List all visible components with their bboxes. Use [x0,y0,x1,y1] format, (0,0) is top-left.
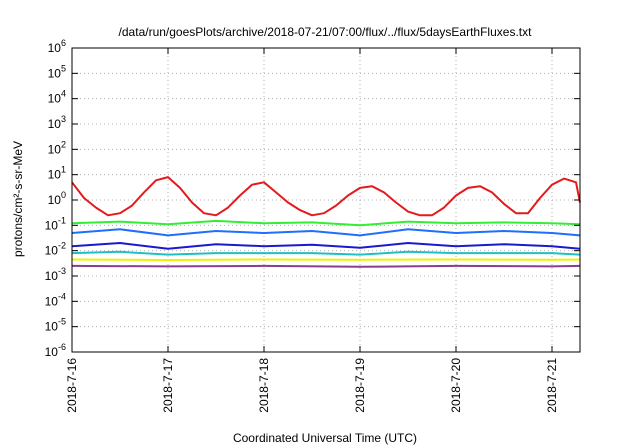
y-tick-label: 10-1 [45,215,66,232]
y-tick-label: 105 [48,63,66,80]
x-tick-label: 2018-7-17 [161,358,175,413]
plot-frame [71,47,581,353]
y-tick-label: 106 [48,38,66,55]
x-tick-label: 2018-7-18 [257,358,271,413]
x-tick-label: 2018-7-16 [65,358,79,413]
x-tick-label: 2018-7-19 [353,358,367,413]
series-line-2 [71,219,581,227]
y-tick-label: 104 [48,89,66,106]
y-tick-label: 100 [48,190,66,207]
grid [72,48,580,352]
x-axis-label: Coordinated Universal Time (UTC) [233,431,417,445]
y-tick-label: 101 [48,165,66,182]
x-ticks: 2018-7-16 2018-7-17 2018-7-18 2018-7-19 2018… [65,48,559,413]
y-ticks: 106 105 104 103 102 101 100 10-1 10-2 10-3 10-4 10-… [45,38,580,359]
series-line-5 [71,250,581,256]
y-tick-label: 10-3 [45,266,66,283]
y-tick-label: 10-6 [45,342,66,359]
y-tick-label: 10-2 [45,241,66,258]
y-axis-label: protons/cm²-s-sr-MeV [11,141,25,257]
y-tick-label: 10-5 [45,317,66,334]
x-tick-label: 2018-7-21 [545,358,559,413]
series-line-1 [71,176,581,217]
y-tick-label: 103 [48,114,66,131]
series-line-3 [71,228,581,237]
series-line-7 [71,264,581,268]
x-tick-label: 2018-7-20 [449,358,463,413]
series-line-4 [71,242,581,250]
plot-area [71,176,581,268]
chart-title: /data/run/goesPlots/archive/2018-07-21/0… [119,25,533,39]
y-tick-label: 102 [48,139,66,156]
series-line-6 [71,258,581,261]
y-tick-label: 10-4 [45,291,66,308]
